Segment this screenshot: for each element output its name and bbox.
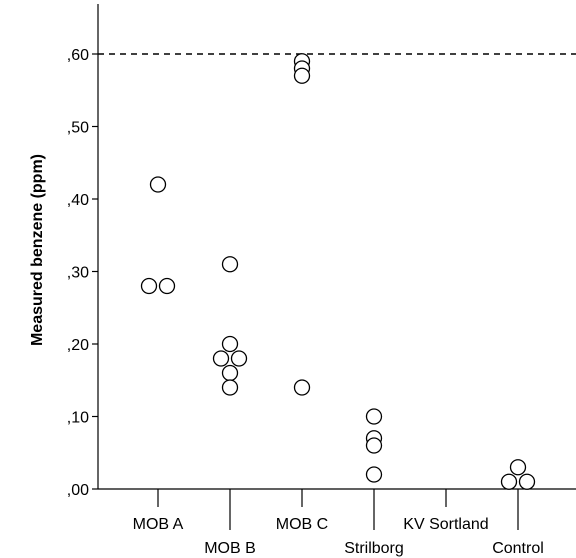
y-tick-label: ,60 (67, 47, 89, 64)
data-point (214, 351, 229, 366)
data-point (151, 177, 166, 192)
data-point (502, 474, 517, 489)
y-tick-label: ,00 (67, 482, 89, 499)
data-point (295, 68, 310, 83)
data-point (520, 474, 535, 489)
data-point (511, 460, 526, 475)
y-tick-label: ,30 (67, 265, 89, 282)
data-point (223, 257, 238, 272)
x-category-label: KV Sortland (403, 516, 488, 533)
data-point (223, 366, 238, 381)
y-tick-label: ,40 (67, 192, 89, 209)
data-point (232, 351, 247, 366)
data-point (142, 279, 157, 294)
data-point (295, 380, 310, 395)
x-category-label: MOB C (276, 516, 328, 533)
data-point (223, 337, 238, 352)
data-point (223, 380, 238, 395)
x-category-label: Control (492, 540, 544, 557)
data-point (367, 438, 382, 453)
y-tick-label: ,20 (67, 337, 89, 354)
x-category-label: MOB A (133, 516, 184, 533)
data-point (160, 279, 175, 294)
data-point (367, 409, 382, 424)
y-tick-label: ,50 (67, 120, 89, 137)
y-axis-title: Measured benzene (ppm) (29, 154, 46, 346)
y-tick-label: ,10 (67, 410, 89, 427)
x-category-label: MOB B (204, 540, 256, 557)
data-point (367, 467, 382, 482)
x-category-label: Strilborg (344, 540, 404, 557)
